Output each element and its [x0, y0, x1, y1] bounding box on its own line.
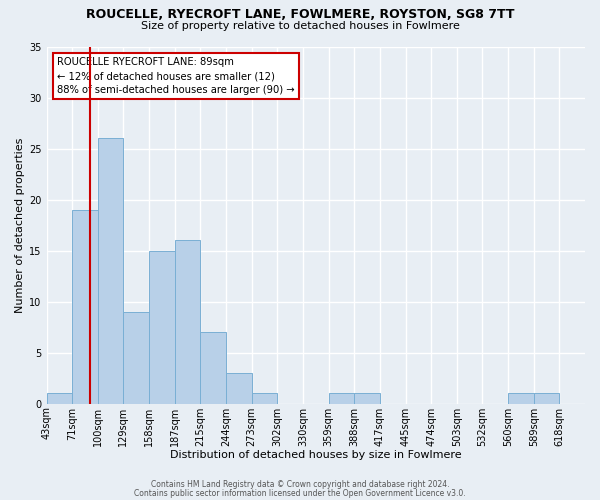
- Bar: [47, 394, 72, 404]
- Text: ROUCELLE, RYECROFT LANE, FOWLMERE, ROYSTON, SG8 7TT: ROUCELLE, RYECROFT LANE, FOWLMERE, ROYST…: [86, 8, 514, 20]
- Text: Size of property relative to detached houses in Fowlmere: Size of property relative to detached ho…: [140, 21, 460, 31]
- Bar: [226, 373, 251, 404]
- Text: ROUCELLE RYECROFT LANE: 89sqm
← 12% of detached houses are smaller (12)
88% of s: ROUCELLE RYECROFT LANE: 89sqm ← 12% of d…: [57, 57, 295, 95]
- Bar: [200, 332, 226, 404]
- Bar: [175, 240, 200, 404]
- Bar: [508, 394, 534, 404]
- Bar: [329, 394, 354, 404]
- Bar: [251, 394, 277, 404]
- Text: Contains HM Land Registry data © Crown copyright and database right 2024.: Contains HM Land Registry data © Crown c…: [151, 480, 449, 489]
- Bar: [72, 210, 98, 404]
- Bar: [98, 138, 124, 404]
- Y-axis label: Number of detached properties: Number of detached properties: [15, 138, 25, 313]
- Bar: [534, 394, 559, 404]
- Bar: [149, 250, 175, 404]
- Text: Contains public sector information licensed under the Open Government Licence v3: Contains public sector information licen…: [134, 488, 466, 498]
- Bar: [354, 394, 380, 404]
- Bar: [124, 312, 149, 404]
- X-axis label: Distribution of detached houses by size in Fowlmere: Distribution of detached houses by size …: [170, 450, 461, 460]
